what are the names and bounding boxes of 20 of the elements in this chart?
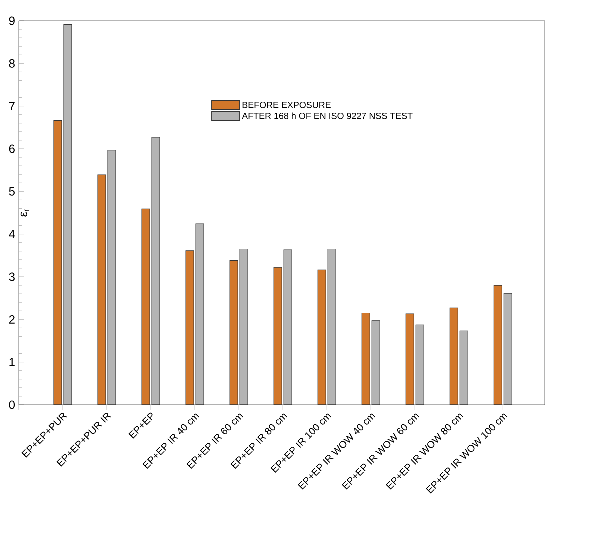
y-tick-label: 5 <box>9 187 15 196</box>
legend-label: AFTER 168 h OF EN ISO 9227 NSS TEST <box>242 112 413 120</box>
y-tick-label: 2 <box>9 315 15 324</box>
bar <box>494 285 502 405</box>
y-tick-label: 4 <box>9 230 16 238</box>
y-tick-label: 8 <box>9 59 15 68</box>
bar <box>450 308 458 405</box>
legend-label: BEFORE EXPOSURE <box>242 102 331 108</box>
y-tick-label: 0 <box>9 400 16 410</box>
bar <box>274 267 282 405</box>
y-axis-title: ε$_{r}$ <box>20 209 30 217</box>
bar <box>406 314 414 405</box>
bar <box>230 260 238 405</box>
y-tick-label: 7 <box>9 102 15 110</box>
y-tick-label: 9 <box>9 16 15 26</box>
y-tick-label: 6 <box>9 144 15 154</box>
y-tick-label: 3 <box>9 272 15 282</box>
bar <box>362 312 370 405</box>
y-tick-label: 1 <box>10 358 15 366</box>
bar <box>318 270 326 405</box>
